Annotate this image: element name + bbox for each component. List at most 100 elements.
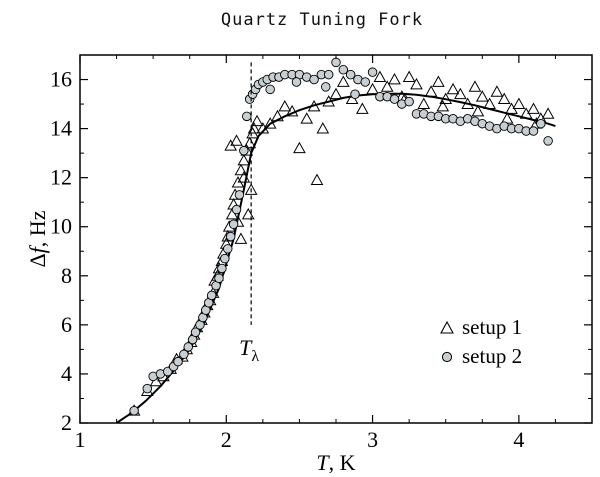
point-setup-1: [234, 232, 248, 244]
point-setup-2: [225, 231, 236, 242]
y-tick-label: 2: [61, 410, 72, 435]
point-setup-1: [237, 171, 251, 183]
point-setup-2: [242, 111, 252, 122]
x-axis-label: T, K: [316, 450, 355, 475]
legend-marker-setup-1: [440, 320, 454, 334]
x-tick-label: 3: [367, 427, 378, 452]
y-tick-label: 4: [61, 361, 72, 386]
point-setup-1: [316, 122, 330, 134]
point-setup-1: [461, 97, 475, 109]
point-setup-2: [323, 69, 334, 80]
point-setup-2: [404, 96, 414, 107]
point-setup-2: [389, 94, 400, 104]
point-setup-2: [234, 190, 245, 200]
point-setup-2: [543, 136, 553, 146]
y-tick-label: 8: [61, 263, 72, 288]
point-setup-2: [265, 84, 275, 95]
point-setup-1: [512, 97, 526, 109]
point-setup-1: [366, 82, 379, 95]
point-setup-1: [237, 153, 251, 166]
point-setup-1: [329, 87, 343, 100]
point-setup-1: [244, 183, 258, 195]
x-tick-label: 1: [75, 427, 86, 452]
point-setup-1: [475, 90, 489, 102]
point-setup-1: [230, 134, 243, 146]
point-setup-1: [322, 95, 336, 107]
point-setup-1: [439, 92, 453, 105]
x-tick-label: 4: [513, 427, 524, 452]
point-setup-1: [436, 99, 450, 112]
point-setup-1: [285, 104, 299, 117]
point-setup-1: [307, 99, 321, 112]
y-tick-label: 6: [61, 312, 72, 337]
point-setup-1: [355, 102, 369, 114]
point-setup-1: [380, 80, 394, 92]
point-setup-2: [173, 356, 183, 367]
point-setup-2: [217, 263, 227, 274]
point-setup-2: [190, 327, 201, 337]
point-setup-1: [468, 80, 482, 92]
point-setup-1: [527, 102, 540, 114]
t-lambda-label: Tλ: [239, 335, 259, 365]
point-setup-1: [388, 73, 401, 85]
point-setup-1: [417, 97, 431, 109]
legend-label-setup-1: setup 1: [462, 315, 522, 339]
point-setup-2: [338, 64, 349, 75]
point-setup-1: [410, 77, 423, 90]
point-setup-2: [345, 69, 356, 80]
legend-marker-setup-2: [441, 351, 453, 363]
point-setup-1: [497, 92, 511, 105]
point-setup-1: [373, 70, 387, 82]
point-setup-2: [536, 118, 546, 129]
y-tick-label: 16: [50, 67, 72, 92]
point-setup-2: [228, 219, 239, 230]
point-setup-2: [291, 77, 302, 87]
point-setup-1: [446, 82, 460, 95]
y-axis-label: Δf, Hz: [25, 210, 50, 267]
point-setup-1: [278, 99, 292, 112]
point-setup-1: [490, 85, 504, 97]
point-setup-1: [263, 117, 277, 129]
point-setup-2: [309, 74, 319, 85]
point-setup-2: [360, 77, 371, 87]
y-tick-label: 12: [50, 165, 72, 190]
point-setup-2: [222, 244, 233, 254]
point-setup-1: [424, 85, 438, 97]
point-setup-1: [250, 114, 264, 127]
point-setup-2: [528, 126, 539, 136]
point-setup-2: [220, 253, 230, 264]
point-setup-2: [142, 383, 153, 394]
y-tick-label: 14: [50, 116, 72, 141]
point-setup-1: [541, 107, 555, 119]
point-setup-1: [336, 75, 350, 87]
point-setup-2: [214, 273, 224, 284]
data-points-group: [127, 57, 555, 416]
point-setup-2: [179, 349, 189, 360]
point-setup-1: [471, 104, 485, 117]
point-setup-1: [432, 75, 445, 87]
legend-label-setup-2: setup 2: [462, 344, 522, 368]
x-tick-label: 2: [221, 427, 232, 452]
point-setup-2: [183, 342, 194, 352]
point-setup-1: [241, 207, 255, 220]
chart-title: Quartz Tuning Fork: [221, 10, 423, 30]
point-setup-1: [310, 173, 324, 186]
legend: setup 1 setup 2: [440, 315, 522, 368]
point-setup-1: [402, 70, 416, 82]
point-setup-2: [331, 57, 341, 68]
point-setup-2: [367, 67, 378, 77]
point-setup-1: [453, 87, 467, 100]
point-setup-1: [234, 163, 248, 176]
point-setup-2: [206, 290, 217, 301]
point-setup-1: [300, 112, 314, 124]
y-tick-label: 10: [50, 214, 72, 239]
point-setup-1: [483, 97, 496, 109]
point-setup-2: [239, 145, 249, 156]
point-setup-1: [293, 141, 306, 154]
point-setup-1: [271, 109, 284, 122]
point-setup-2: [350, 89, 360, 100]
point-setup-1: [243, 136, 257, 149]
fit-curve-group: [116, 92, 556, 423]
